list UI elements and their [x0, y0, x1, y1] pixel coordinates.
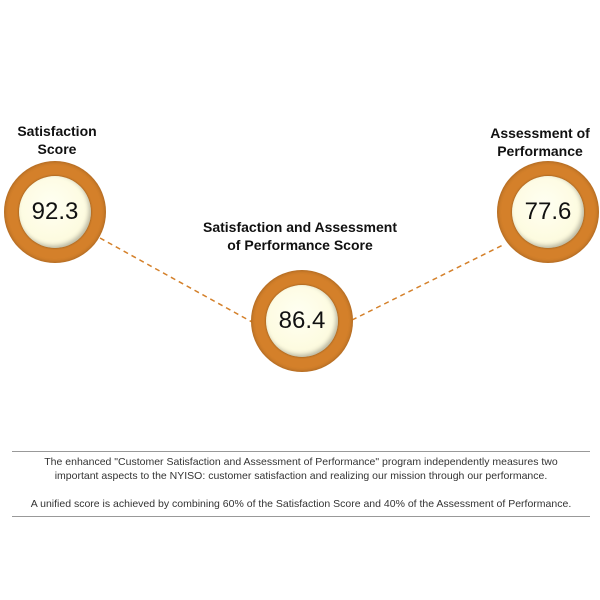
- label-line: Satisfaction and Assessment: [203, 219, 397, 235]
- label-line: Satisfaction: [17, 123, 97, 139]
- satisfaction-score-label: Satisfaction Score: [17, 122, 96, 158]
- combined-score-label: Satisfaction and Assessment of Performan…: [203, 218, 397, 254]
- label-line: Assessment of: [490, 125, 590, 141]
- label-line: Performance: [497, 143, 583, 159]
- connector-right: [351, 243, 506, 321]
- score-value: 86.4: [266, 285, 338, 357]
- satisfaction-score-circle: 92.3: [4, 161, 106, 263]
- assessment-circle: 77.6: [497, 161, 599, 263]
- explanation-note: The enhanced "Customer Satisfaction and …: [12, 451, 590, 517]
- note-paragraph: The enhanced "Customer Satisfaction and …: [44, 456, 558, 482]
- assessment-label: Assessment of Performance: [490, 124, 590, 160]
- note-paragraph: A unified score is achieved by combining…: [30, 498, 572, 510]
- combined-score-circle: 86.4: [251, 270, 353, 372]
- score-value: 77.6: [512, 176, 584, 248]
- label-line: Score: [37, 141, 77, 157]
- connector-left: [99, 237, 253, 323]
- label-line: of Performance Score: [227, 237, 373, 253]
- score-value: 92.3: [19, 176, 91, 248]
